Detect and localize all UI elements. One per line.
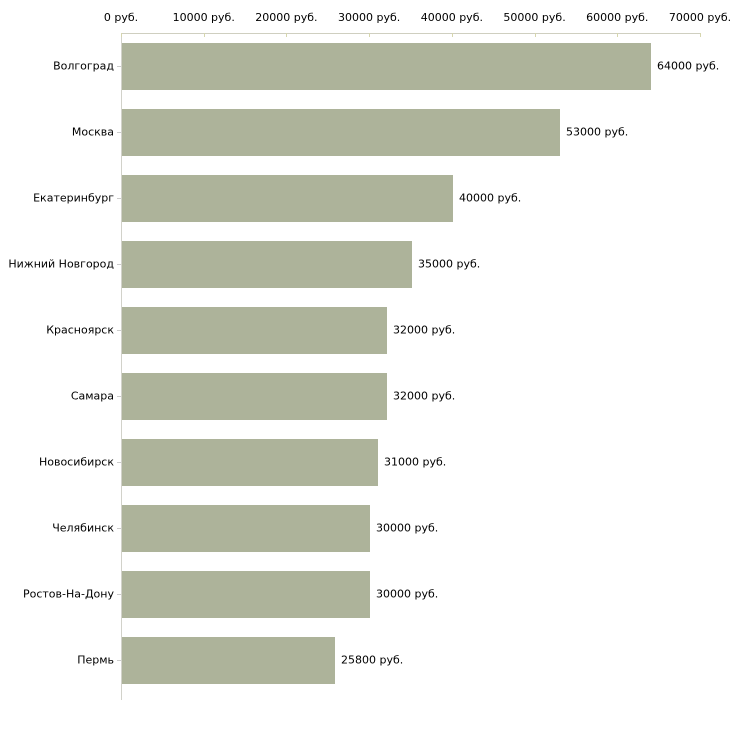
bar <box>122 636 335 684</box>
x-axis-tick <box>451 33 453 37</box>
x-axis-tick-label: 60000 руб. <box>586 11 649 24</box>
x-axis-tick-label: 0 руб. <box>103 11 139 24</box>
bar <box>122 174 453 222</box>
category-label: Красноярск <box>46 323 114 337</box>
value-label: 31000 руб. <box>384 455 447 469</box>
value-label: 25800 руб. <box>341 653 404 667</box>
bar <box>122 108 560 156</box>
x-axis-tick-label: 70000 руб. <box>668 11 730 24</box>
bar <box>122 570 370 618</box>
x-axis-tick <box>534 33 536 37</box>
category-tick <box>117 66 121 67</box>
x-axis-tick-label: 50000 руб. <box>503 11 566 24</box>
category-label: Ростов-На-Дону <box>22 587 114 601</box>
x-axis-tick <box>700 33 701 37</box>
x-axis-tick-label: 20000 руб. <box>255 11 318 24</box>
value-label: 30000 руб. <box>376 587 439 601</box>
category-label: Екатеринбург <box>33 191 114 205</box>
value-label: 64000 руб. <box>657 59 720 73</box>
category-tick <box>117 660 121 661</box>
x-axis-tick <box>203 33 205 37</box>
category-label: Нижний Новгород <box>8 257 114 271</box>
value-label: 32000 руб. <box>393 389 456 403</box>
category-label: Москва <box>71 125 114 139</box>
value-label: 40000 руб. <box>459 191 522 205</box>
category-label: Волгоград <box>53 59 114 73</box>
category-label: Новосибирск <box>38 455 114 469</box>
category-tick <box>117 396 121 397</box>
category-tick <box>117 462 121 463</box>
bar <box>122 372 387 420</box>
x-axis-tick <box>617 33 619 37</box>
category-tick <box>117 330 121 331</box>
bar <box>122 438 378 486</box>
category-label: Самара <box>70 389 114 403</box>
bar <box>122 240 412 288</box>
category-tick <box>117 264 121 265</box>
category-label: Пермь <box>77 653 114 667</box>
bar <box>122 504 370 552</box>
x-axis-line <box>121 33 700 34</box>
x-axis-tick <box>369 33 371 37</box>
value-label: 35000 руб. <box>418 257 481 271</box>
x-axis-tick <box>121 33 122 37</box>
x-axis-tick-label: 30000 руб. <box>338 11 401 24</box>
bar <box>122 306 387 354</box>
category-tick <box>117 132 121 133</box>
value-label: 30000 руб. <box>376 521 439 535</box>
value-label: 53000 руб. <box>566 125 629 139</box>
x-axis-tick-label: 40000 руб. <box>420 11 483 24</box>
value-label: 32000 руб. <box>393 323 456 337</box>
category-tick <box>117 528 121 529</box>
category-tick <box>117 594 121 595</box>
x-axis-tick-label: 10000 руб. <box>172 11 235 24</box>
category-label: Челябинск <box>52 521 114 535</box>
y-axis-line <box>121 33 122 700</box>
bar <box>122 42 651 90</box>
category-tick <box>117 198 121 199</box>
x-axis-tick <box>286 33 288 37</box>
